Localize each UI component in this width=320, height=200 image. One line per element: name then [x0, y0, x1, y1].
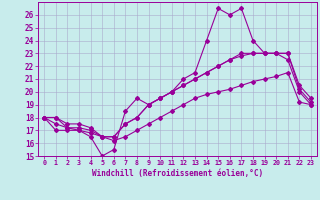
- X-axis label: Windchill (Refroidissement éolien,°C): Windchill (Refroidissement éolien,°C): [92, 169, 263, 178]
